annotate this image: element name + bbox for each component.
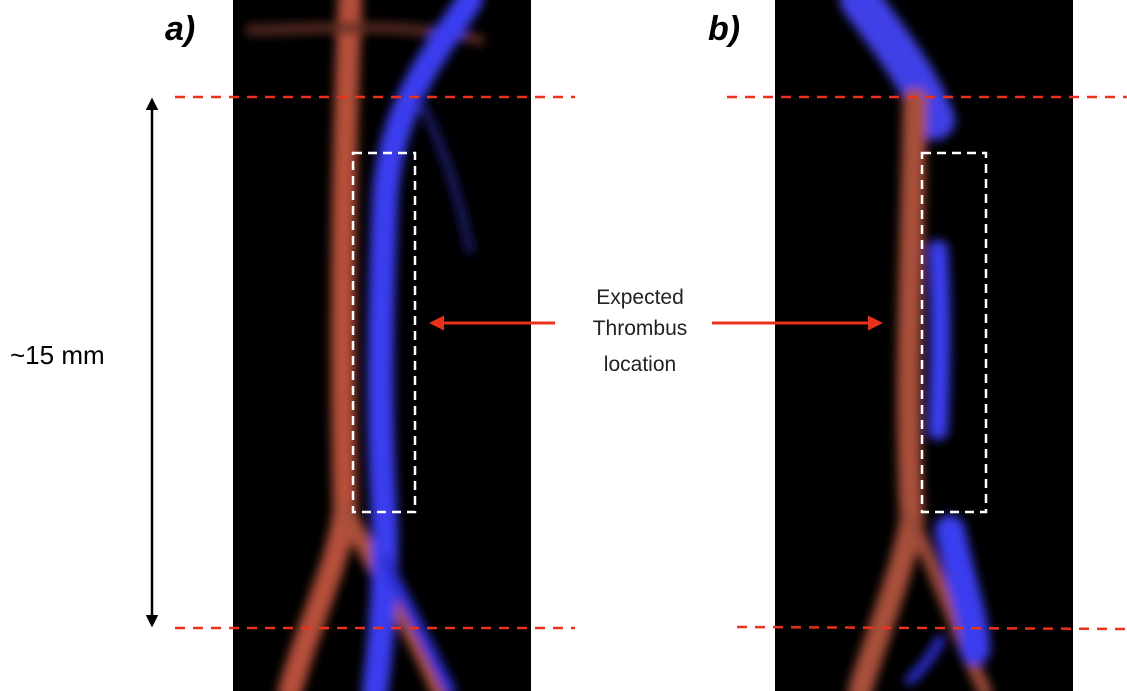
panel-label: a): [165, 10, 195, 48]
figure: a) b) ~15 mm Expected Thrombus location: [0, 0, 1127, 691]
page: {"panels": [{"label": "a)"}, {"label": "…: [0, 0, 1127, 691]
image-panel-b: [775, 0, 1073, 691]
image-panel-a: [233, 0, 531, 691]
annotation-line: location: [604, 353, 676, 376]
annotation-line: Thrombus: [593, 317, 688, 340]
scale-label: ~15 mm: [10, 340, 105, 370]
annotation-line: Expected: [596, 286, 684, 309]
panel-label: b): [708, 10, 740, 48]
